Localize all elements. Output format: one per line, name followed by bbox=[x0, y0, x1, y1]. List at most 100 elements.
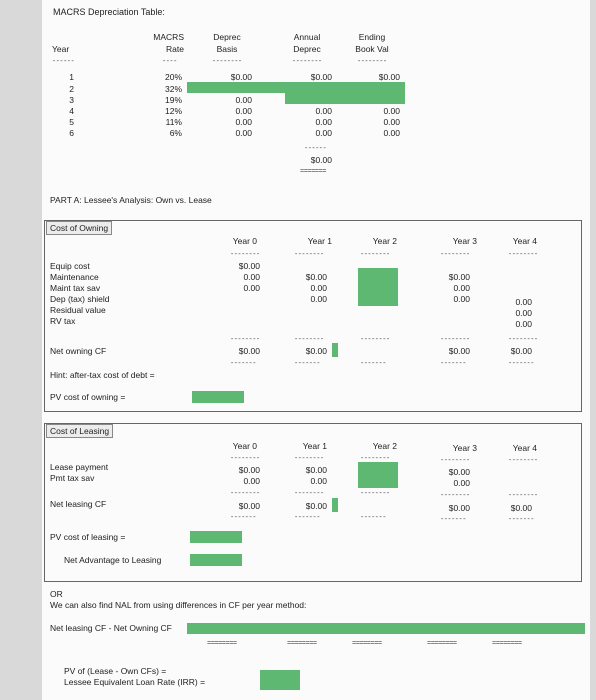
diff-cf-input[interactable] bbox=[187, 623, 585, 634]
owning-row-label: Maint tax sav bbox=[50, 283, 101, 293]
macrs-annual-header-2: Deprec bbox=[293, 44, 321, 54]
leasing-col-header: Year 2 bbox=[372, 441, 397, 451]
owning-y1-cell: 0.00 bbox=[310, 294, 327, 304]
pv-leasing-input[interactable] bbox=[190, 531, 242, 543]
macrs-year-header: Year bbox=[52, 44, 70, 54]
owning-col-header: Year 1 bbox=[307, 236, 332, 246]
owning-row-label: Equip cost bbox=[50, 261, 90, 271]
spreadsheet: MACRS Depreciation Table: Year MACRS Rat… bbox=[42, 0, 590, 700]
divider: -------- bbox=[360, 251, 390, 259]
owning-y4-cell: 0.00 bbox=[515, 297, 532, 307]
rate-cell: 12% bbox=[164, 106, 182, 116]
or-label: OR bbox=[50, 589, 63, 599]
basis-cell: 0.00 bbox=[235, 106, 252, 116]
owning-row-label: Residual value bbox=[50, 305, 106, 315]
divider: -------- bbox=[440, 336, 470, 344]
input-cell[interactable] bbox=[332, 343, 338, 357]
nal-label: Net Advantage to Leasing bbox=[64, 555, 162, 565]
nal-input[interactable] bbox=[190, 554, 242, 566]
pv-diff-label: PV of (Lease - Own CFs) = bbox=[64, 666, 167, 676]
divider: -------- bbox=[360, 336, 390, 344]
leasing-y0-cell: 0.00 bbox=[243, 476, 260, 486]
cost-of-leasing-title: Cost of Leasing bbox=[46, 424, 114, 438]
leasing-y1-cell: 0.00 bbox=[310, 476, 327, 486]
double-underline: ------- bbox=[230, 514, 256, 522]
double-underline: ------- bbox=[230, 360, 256, 368]
divider: -------- bbox=[294, 455, 324, 463]
year-cell: 4 bbox=[69, 106, 74, 116]
leasing-row-label: Lease payment bbox=[50, 462, 109, 472]
input-cell[interactable] bbox=[187, 82, 405, 93]
double-underline: ------- bbox=[440, 360, 466, 368]
year-cell: 3 bbox=[69, 95, 74, 105]
net-leasing-cell: $0.00 bbox=[305, 501, 327, 511]
ending-cell: 0.00 bbox=[383, 106, 400, 116]
owning-y1-cell: $0.00 bbox=[305, 272, 327, 282]
divider: ------ bbox=[304, 145, 327, 153]
divider: -------- bbox=[292, 58, 322, 66]
cost-of-owning-section bbox=[44, 220, 582, 412]
divider: -------- bbox=[440, 251, 470, 259]
or-text: We can also find NAL from using differen… bbox=[50, 600, 307, 610]
leasing-y0-cell: $0.00 bbox=[238, 465, 260, 475]
net-owning-cell: $0.00 bbox=[238, 346, 260, 356]
input-cell[interactable] bbox=[332, 498, 338, 512]
basis-cell: $0.00 bbox=[230, 72, 252, 82]
net-leasing-label: Net leasing CF bbox=[50, 499, 107, 509]
double-underline: ------- bbox=[508, 516, 534, 524]
divider: -------- bbox=[360, 455, 390, 463]
owning-y2-input[interactable] bbox=[358, 268, 398, 306]
irr-input[interactable] bbox=[260, 670, 300, 690]
double-underline: ------- bbox=[360, 360, 386, 368]
divider: -------- bbox=[230, 455, 260, 463]
pv-owning-label: PV cost of owning = bbox=[50, 392, 126, 402]
double-underline: ======== bbox=[287, 640, 317, 648]
owning-col-header: Year 4 bbox=[512, 236, 537, 246]
double-underline: ------- bbox=[440, 516, 466, 524]
owning-col-header: Year 3 bbox=[452, 236, 477, 246]
divider: -------- bbox=[294, 251, 324, 259]
leasing-col-header: Year 0 bbox=[232, 441, 257, 451]
owning-y4-cell: 0.00 bbox=[515, 308, 532, 318]
double-underline: ======== bbox=[427, 640, 457, 648]
divider: -------- bbox=[508, 336, 538, 344]
divider: -------- bbox=[440, 457, 470, 465]
ending-cell: $0.00 bbox=[378, 72, 400, 82]
owning-y1-cell: 0.00 bbox=[310, 283, 327, 293]
divider: -------- bbox=[230, 251, 260, 259]
macrs-annual-header-1: Annual bbox=[293, 32, 321, 42]
macrs-rate-header-2: Rate bbox=[166, 44, 184, 54]
macrs-ending-header-2: Book Val bbox=[355, 44, 389, 54]
macrs-ending-header-1: Ending bbox=[358, 32, 386, 42]
divider: -------- bbox=[360, 490, 390, 498]
divider: -------- bbox=[294, 490, 324, 498]
pv-owning-input[interactable] bbox=[192, 391, 244, 403]
net-leasing-cell: $0.00 bbox=[448, 503, 470, 513]
year-cell: 2 bbox=[69, 84, 74, 94]
divider: -------- bbox=[230, 336, 260, 344]
basis-cell: 0.00 bbox=[235, 117, 252, 127]
part-a-heading: PART A: Lessee's Analysis: Own vs. Lease bbox=[50, 195, 212, 205]
double-underline: ------- bbox=[508, 360, 534, 368]
basis-cell: 0.00 bbox=[235, 128, 252, 138]
rate-cell: 20% bbox=[164, 72, 182, 82]
ending-cell: 0.00 bbox=[383, 128, 400, 138]
year-cell: 1 bbox=[69, 72, 74, 82]
macrs-basis-header-1: Deprec bbox=[213, 32, 241, 42]
page-title: MACRS Depreciation Table: bbox=[53, 7, 165, 17]
owning-y4-cell: 0.00 bbox=[515, 319, 532, 329]
pv-leasing-label: PV cost of leasing = bbox=[50, 532, 126, 542]
input-cell[interactable] bbox=[285, 93, 405, 104]
owning-y0-cell: 0.00 bbox=[243, 272, 260, 282]
annual-cell: $0.00 bbox=[310, 72, 332, 82]
leasing-col-header: Year 1 bbox=[302, 441, 327, 451]
divider: -------- bbox=[508, 457, 538, 465]
annual-cell: 0.00 bbox=[315, 117, 332, 127]
ending-cell: 0.00 bbox=[383, 117, 400, 127]
divider: -------- bbox=[294, 336, 324, 344]
basis-cell: 0.00 bbox=[235, 95, 252, 105]
annual-cell: 0.00 bbox=[315, 128, 332, 138]
total-deprec: $0.00 bbox=[310, 155, 332, 165]
year-cell: 5 bbox=[69, 117, 74, 127]
leasing-y2-input[interactable] bbox=[358, 462, 398, 488]
